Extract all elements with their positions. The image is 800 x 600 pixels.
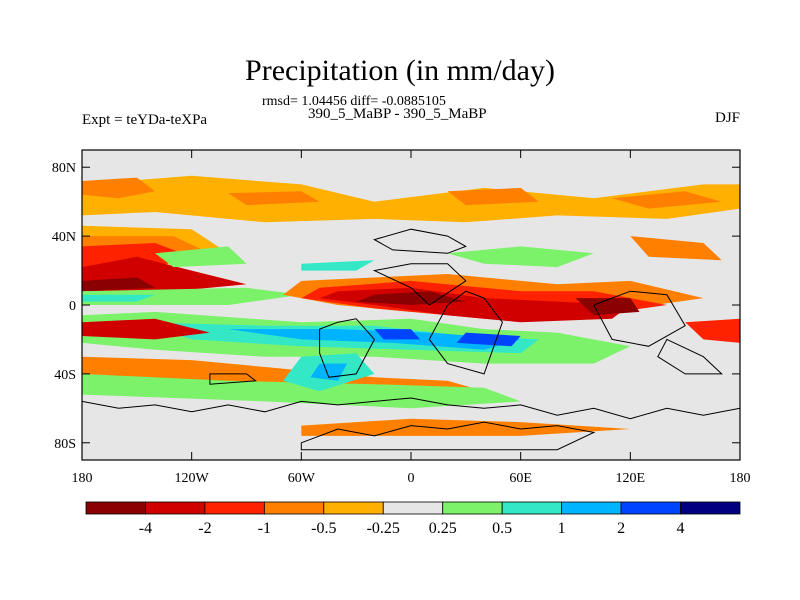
precip-region-23 [685,318,740,343]
colorbar-label: -0.5 [311,520,336,537]
colorbar-label: 0.25 [429,520,457,537]
colorbar-swatch [145,501,206,515]
precip-region-28 [447,246,594,268]
plot-title: Precipitation (in mm/day) [245,54,555,87]
precip-region-25 [82,373,521,409]
coastline-8 [209,373,257,385]
lon-tick-label: 0 [408,471,415,486]
lon-tick-label: 180 [72,471,93,486]
lat-tick-label: 40N [52,230,76,245]
lat-tick-label: 80N [52,161,76,176]
colorbar-swatch [204,501,265,515]
precip-region-0 [82,175,740,223]
precip-region-4 [612,191,722,209]
colorbar-swatch [85,501,146,515]
stats-label: rmsd= 1.04456 diff= -0.0885105 [262,94,446,109]
lon-tick-label: 60W [288,471,316,486]
coastline-5 [372,263,467,306]
precip-region-30 [301,260,375,271]
precip-region-22 [82,318,210,340]
coastlines [82,228,740,451]
lon-tick-label: 180 [730,471,751,486]
precip-fields [82,175,740,436]
lat-tick-label: 40S [54,368,76,383]
colorbar-label: -1 [258,520,271,537]
colorbar-label: 0.5 [492,520,512,537]
precip-region-32 [301,418,631,436]
precip-region-2 [228,191,320,206]
precip-region-11 [82,294,156,302]
colorbar-swatch [442,501,503,515]
colorbar-label: -2 [198,520,211,537]
precip-region-16 [575,298,640,316]
colorbar-label: 2 [617,520,625,537]
colorbar-swatch [263,501,325,515]
colorbar-label: -4 [139,520,152,537]
lat-tick-label: 0 [69,299,76,314]
precip-region-1 [82,177,156,199]
colorbar-swatch [501,501,563,515]
colorbar-label: -0.25 [367,520,400,537]
coastline-0 [82,397,740,420]
precip-region-20 [374,329,421,340]
lon-tick-label: 60E [509,471,532,486]
coastline-3 [319,318,376,378]
comparison-label: 390_5_MaBP - 390_5_MaBP [308,106,487,122]
coastline-7 [657,338,723,375]
colorbar-label: 1 [558,520,566,537]
experiment-label: Expt = teYDa-teXPa [82,112,208,128]
colorbar-swatch [620,501,681,515]
precip-region-29 [155,246,247,268]
coastline-1 [300,421,596,451]
coastline-2 [373,228,467,254]
precip-region-21 [456,332,521,347]
precip-region-15 [356,291,466,305]
lon-tick-label: 120E [616,471,646,486]
colorbar-swatch [323,501,384,515]
axis-ticks: 80N 40N 0 40S 80S 180 120W 60W 0 60E 120E 180 [52,150,751,486]
coastline-4 [428,290,503,375]
colorbar: -4 -2 -1 -0.5 -0.25 0.25 0.5 1 2 4 [85,501,741,537]
lon-tick-label: 120W [175,471,210,486]
precip-region-31 [630,236,722,261]
season-label: DJF [714,110,740,126]
lat-tick-label: 80S [54,437,76,452]
coastline-6 [593,290,686,347]
colorbar-swatch [561,501,622,515]
colorbar-swatch [680,501,741,515]
colorbar-swatch [382,501,444,515]
precip-region-3 [447,187,539,206]
colorbar-label: 4 [677,520,685,537]
precip-region-9 [82,277,156,292]
